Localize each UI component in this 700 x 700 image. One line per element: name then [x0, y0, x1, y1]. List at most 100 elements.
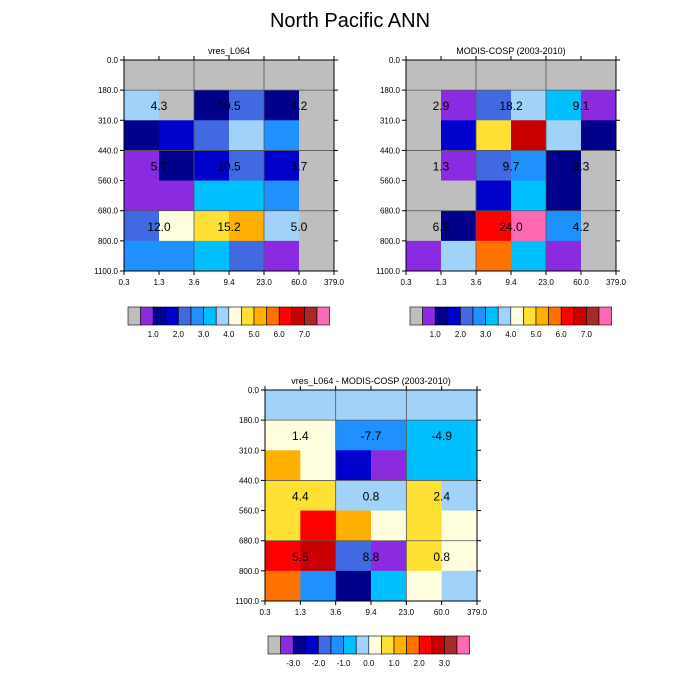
y-tick-label: 1100.0: [376, 267, 400, 276]
heatmap-cell: [299, 240, 335, 272]
heatmap-cell: [264, 150, 300, 182]
colorbar-swatch: [368, 635, 382, 655]
heatmap-cell: [406, 150, 442, 182]
colorbar-label: 2.0: [414, 659, 426, 668]
colorbar-label: 3.0: [439, 659, 451, 668]
heatmap-cell: [124, 60, 160, 91]
panel-title: MODIS-COSP (2003-2010): [456, 46, 565, 56]
colorbar-swatch: [178, 306, 192, 326]
colorbar-label: 2.0: [455, 330, 467, 339]
colorbar-swatch: [305, 635, 319, 655]
heatmap-cell: [159, 210, 195, 242]
heatmap-cell: [511, 210, 547, 242]
value-annotation: 8.8: [363, 550, 380, 564]
heatmap-cell: [265, 420, 301, 451]
heatmap-cell: [406, 540, 443, 572]
value-annotation: 9.1: [573, 99, 590, 113]
value-annotation: 9.7: [503, 160, 520, 174]
heatmap-cell: [406, 570, 443, 602]
x-tick-label: 379.0: [606, 278, 627, 287]
heatmap-cell: [264, 120, 300, 151]
value-annotation: 24.0: [499, 220, 523, 234]
x-tick-label: 1.3: [435, 278, 447, 287]
y-tick-label: 0.0: [389, 56, 401, 65]
heatmap-cell: [441, 60, 477, 91]
value-annotation: 5.7: [151, 160, 168, 174]
heatmap-cell: [406, 120, 442, 151]
heatmap-cell: [581, 150, 617, 182]
value-annotation: 4.2: [291, 99, 308, 113]
value-annotation: 3.3: [573, 160, 590, 174]
x-tick-label: 379.0: [467, 608, 488, 617]
colorbar-swatch: [447, 306, 461, 326]
colorbar-swatch: [535, 306, 549, 326]
x-tick-label: 23.0: [538, 278, 554, 287]
heatmap-cell: [159, 240, 195, 272]
heatmap-cell: [441, 210, 477, 242]
colorbar-swatch: [280, 635, 294, 655]
colorbar-swatch: [409, 306, 423, 326]
value-annotation: 4.4: [292, 490, 309, 504]
heatmap-cell: [581, 240, 617, 272]
heatmap-cell: [159, 150, 195, 182]
heatmap-cell: [406, 90, 442, 121]
heatmap-cell: [194, 120, 230, 151]
heatmap-cell: [335, 570, 372, 602]
value-annotation: -4.9: [431, 429, 452, 443]
heatmap-cell: [194, 150, 230, 182]
heatmap-panel-1: vres_L064 0.0 180.0 310.0 440.0 560.0 680.0 800…: [94, 46, 344, 287]
y-tick-label: 800.0: [380, 237, 401, 246]
colorbar-swatch: [393, 635, 407, 655]
heatmap-cell: [441, 540, 478, 572]
heatmap-cell: [229, 180, 265, 212]
heatmap-cell: [511, 120, 547, 151]
value-annotation: 4.2: [573, 220, 590, 234]
heatmap-cell: [335, 480, 372, 512]
heatmap-panel-2: MODIS-COSP (2003-2010) 0.0 180.0 310.0 440.0…: [376, 46, 626, 287]
y-tick-label: 310.0: [380, 116, 401, 125]
colorbar-swatch: [316, 306, 330, 326]
heatmap-cell: [124, 150, 160, 182]
colorbar-label: 1.0: [388, 659, 400, 668]
colorbar-label: 1.0: [148, 330, 160, 339]
x-tick-label: 60.0: [434, 608, 450, 617]
colorbar-swatch: [228, 306, 242, 326]
heatmap-cell: [124, 240, 160, 272]
heatmap-cell: [300, 510, 337, 542]
heatmap-cell: [159, 120, 195, 151]
colorbar-swatch: [267, 635, 281, 655]
heatmap-panel-3: vres_L064 - MODIS-COSP (2003-2010) 0.0 180…: [235, 376, 487, 617]
y-tick-label: 800.0: [98, 237, 119, 246]
heatmap-cell: [299, 210, 335, 242]
heatmap-cell: [476, 120, 512, 151]
heatmap-cell: [581, 180, 617, 212]
heatmap-cell: [406, 390, 443, 421]
x-tick-label: 1.3: [295, 608, 307, 617]
panel-title: vres_L064 - MODIS-COSP (2003-2010): [291, 376, 450, 386]
colorbar-swatch: [330, 635, 344, 655]
colorbar-swatch: [165, 306, 179, 326]
heatmap-cell: [299, 90, 335, 121]
colorbar-label: 1.0: [430, 330, 442, 339]
heatmap-cell: [300, 540, 337, 572]
y-tick-label: 310.0: [239, 446, 260, 455]
figure-title: North Pacific ANN: [269, 10, 431, 32]
heatmap-cell: [300, 390, 337, 421]
heatmap-cell: [264, 90, 300, 121]
heatmap-cell: [300, 450, 337, 481]
x-tick-label: 3.6: [330, 608, 342, 617]
colorbar-label: -1.0: [337, 659, 351, 668]
x-tick-label: 1.3: [153, 278, 165, 287]
heatmap-cell: [511, 90, 547, 121]
colorbar-label: 7.0: [299, 330, 311, 339]
colorbar-label: 3.0: [480, 330, 492, 339]
x-tick-label: 0.3: [118, 278, 130, 287]
heatmap-cell: [229, 90, 265, 121]
x-tick-label: 3.6: [470, 278, 482, 287]
heatmap-cell: [264, 240, 300, 272]
heatmap-cell: [546, 180, 582, 212]
heatmap-cell: [581, 120, 617, 151]
heatmap-cell: [229, 60, 265, 91]
value-annotation: 5.5: [292, 550, 309, 564]
